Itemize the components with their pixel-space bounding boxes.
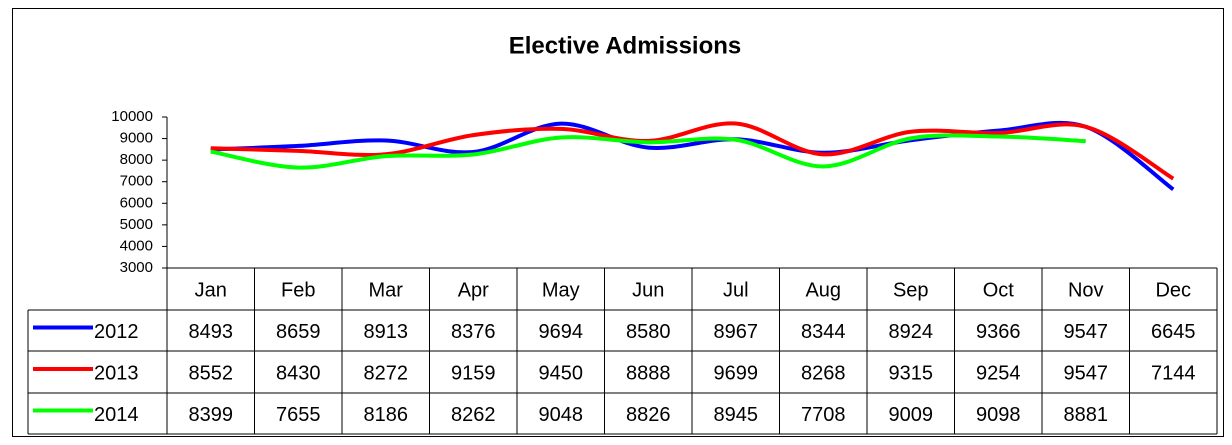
legend-label: 2012 xyxy=(94,321,139,343)
x-tick-label: Nov xyxy=(1068,279,1104,301)
x-tick-label: Jul xyxy=(723,279,749,301)
x-tick-label: Feb xyxy=(281,279,315,301)
table-value: 8399 xyxy=(189,404,234,426)
table-value: 8924 xyxy=(889,321,934,343)
table-value: 9547 xyxy=(1064,321,1109,343)
x-tick-label: Oct xyxy=(983,279,1015,301)
table-value: 9009 xyxy=(889,404,934,426)
table-value: 9366 xyxy=(976,321,1021,343)
chart-title: Elective Admissions xyxy=(509,32,742,59)
legend-label: 2014 xyxy=(94,404,139,426)
y-tick-label: 9000 xyxy=(120,130,153,147)
table-value: 9547 xyxy=(1064,362,1109,384)
x-tick-label: Jan xyxy=(195,279,227,301)
table-value: 8186 xyxy=(364,404,409,426)
table-value: 8826 xyxy=(626,404,671,426)
x-tick-label: Apr xyxy=(458,279,489,301)
series-line xyxy=(210,121,1175,181)
table-value: 8268 xyxy=(801,362,846,384)
table-value: 9694 xyxy=(539,321,584,343)
table-value: 6645 xyxy=(1151,321,1196,343)
table-value: 8888 xyxy=(626,362,671,384)
table-value: 8344 xyxy=(801,321,846,343)
table-value: 8967 xyxy=(714,321,759,343)
x-tick-label: Mar xyxy=(369,279,404,301)
table-value: 9048 xyxy=(539,404,584,426)
table-value: 9254 xyxy=(976,362,1021,384)
table-value: 8913 xyxy=(364,321,409,343)
table-value: 9159 xyxy=(451,362,496,384)
table-value: 8580 xyxy=(626,321,671,343)
table-value: 8376 xyxy=(451,321,496,343)
y-tick-label: 10000 xyxy=(111,108,153,125)
x-tick-label: Jun xyxy=(632,279,664,301)
table-value: 8493 xyxy=(189,321,234,343)
x-tick-label: Dec xyxy=(1155,279,1191,301)
table-value: 8262 xyxy=(451,404,496,426)
x-tick-label: May xyxy=(542,279,580,301)
y-tick-label: 8000 xyxy=(120,151,153,168)
y-tick-label: 4000 xyxy=(120,237,153,254)
table-value: 8945 xyxy=(714,404,759,426)
table-value: 8430 xyxy=(276,362,321,384)
table-value: 8272 xyxy=(364,362,409,384)
table-value: 8552 xyxy=(189,362,234,384)
table-value: 9699 xyxy=(714,362,759,384)
table-value: 9098 xyxy=(976,404,1021,426)
y-tick-label: 7000 xyxy=(120,173,153,190)
table-value: 9315 xyxy=(889,362,934,384)
x-tick-label: Sep xyxy=(893,279,929,301)
y-tick-label: 6000 xyxy=(120,194,153,211)
x-tick-label: Aug xyxy=(805,279,841,301)
series-line xyxy=(210,120,1175,191)
table-value: 7708 xyxy=(801,404,846,426)
legend-label: 2013 xyxy=(94,362,139,384)
table-value: 8881 xyxy=(1064,404,1109,426)
table-value: 9450 xyxy=(539,362,584,384)
y-tick-label: 3000 xyxy=(120,259,153,276)
series-line xyxy=(210,133,1086,170)
table-value: 7655 xyxy=(276,404,321,426)
y-tick-label: 5000 xyxy=(120,216,153,233)
table-value: 8659 xyxy=(276,321,321,343)
table-value: 7144 xyxy=(1151,362,1196,384)
chart-border xyxy=(12,8,1224,437)
